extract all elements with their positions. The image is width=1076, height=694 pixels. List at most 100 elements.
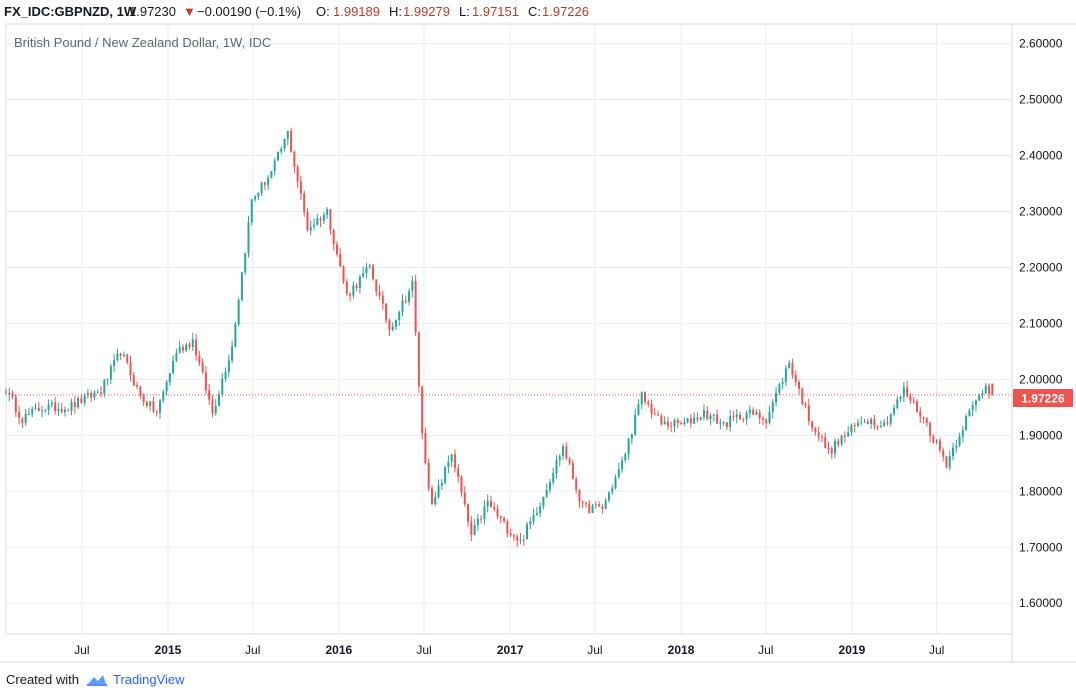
candle-body bbox=[142, 395, 145, 403]
candle-body bbox=[974, 400, 977, 406]
candle-body bbox=[198, 355, 201, 363]
price-tick-label: 1.70000 bbox=[1019, 540, 1063, 554]
candle bbox=[263, 181, 266, 190]
candle-body bbox=[450, 454, 453, 462]
price-tick-label: 2.30000 bbox=[1019, 204, 1063, 218]
candle-body bbox=[93, 392, 96, 398]
candle bbox=[771, 399, 774, 419]
candle-body bbox=[499, 516, 502, 519]
candle-body bbox=[693, 417, 696, 424]
candle-body bbox=[814, 428, 817, 433]
symbol-label: FX_IDC:GBPNZD, 1W bbox=[4, 4, 137, 19]
candle bbox=[70, 398, 73, 416]
candle bbox=[113, 353, 116, 372]
candle-body bbox=[237, 299, 240, 325]
candle-body bbox=[132, 375, 135, 386]
candle bbox=[296, 164, 299, 188]
candle bbox=[142, 393, 145, 406]
candle bbox=[457, 463, 460, 483]
candle bbox=[765, 418, 768, 429]
candle-body bbox=[417, 332, 420, 387]
candle-body bbox=[394, 319, 397, 327]
footer-brand-link[interactable]: TradingView bbox=[113, 672, 185, 687]
candle bbox=[434, 491, 437, 506]
candle bbox=[804, 401, 807, 409]
candle bbox=[879, 420, 882, 428]
candle bbox=[349, 292, 352, 302]
candle bbox=[41, 405, 44, 418]
candle-body bbox=[191, 339, 194, 347]
candle bbox=[565, 442, 568, 460]
candle bbox=[745, 410, 748, 425]
candle-body bbox=[719, 422, 722, 424]
time-axis[interactable]: Jul 2015 Jul 2016 Jul 2017 Jul 2018 Jul 2019 Jul bbox=[74, 643, 944, 657]
candle bbox=[794, 370, 797, 387]
candle bbox=[231, 340, 234, 364]
candle bbox=[535, 506, 538, 517]
candle-body bbox=[562, 446, 565, 457]
candle-body bbox=[195, 339, 198, 356]
candle-body bbox=[240, 272, 243, 300]
candle bbox=[83, 393, 86, 407]
candle bbox=[965, 413, 968, 431]
candle-body bbox=[159, 400, 162, 413]
candle-body bbox=[385, 303, 388, 321]
candle-body bbox=[319, 218, 322, 221]
candle bbox=[761, 415, 764, 426]
candle-body bbox=[847, 432, 850, 437]
candle-body bbox=[699, 417, 702, 420]
candle bbox=[162, 389, 165, 404]
candle-body bbox=[355, 285, 358, 288]
candle bbox=[607, 491, 610, 503]
candle-body bbox=[260, 182, 263, 194]
candle-body bbox=[172, 360, 175, 374]
candle bbox=[899, 395, 902, 402]
candle-body bbox=[565, 446, 568, 459]
candle bbox=[696, 412, 699, 423]
candle-body bbox=[204, 372, 207, 391]
footer: Created with TradingView bbox=[6, 672, 185, 692]
price-tick-label: 2.60000 bbox=[1019, 37, 1063, 51]
candle-body bbox=[804, 403, 807, 406]
candle-body bbox=[585, 503, 588, 505]
candle bbox=[414, 274, 417, 337]
candle bbox=[372, 263, 375, 281]
candle bbox=[539, 502, 542, 518]
candle-body bbox=[470, 521, 473, 535]
candle-body bbox=[322, 214, 325, 221]
candle bbox=[647, 399, 650, 408]
candle bbox=[378, 285, 381, 301]
candle-body bbox=[670, 426, 673, 428]
price-tick-label: 1.90000 bbox=[1019, 428, 1063, 442]
candle bbox=[283, 138, 286, 152]
candle bbox=[519, 532, 522, 545]
time-tick-label: 2019 bbox=[839, 643, 866, 657]
candle-body bbox=[185, 344, 188, 351]
last-price-badge: 1.97226 bbox=[1013, 389, 1073, 407]
candle-body bbox=[657, 414, 660, 416]
candle-body bbox=[535, 513, 538, 516]
candle bbox=[178, 340, 181, 354]
candle-body bbox=[254, 196, 257, 200]
candle bbox=[670, 421, 673, 433]
candle-body bbox=[548, 482, 551, 490]
candle-body bbox=[876, 425, 879, 428]
candle bbox=[460, 475, 463, 497]
tradingview-cloud-icon bbox=[86, 672, 108, 689]
price-axis[interactable]: 2.60000 2.50000 2.40000 2.30000 2.20000 2.100… bbox=[1019, 37, 1063, 611]
candle bbox=[93, 390, 96, 401]
candle bbox=[260, 181, 263, 196]
candle bbox=[270, 170, 273, 179]
candle-body bbox=[119, 353, 122, 356]
candle bbox=[342, 265, 345, 284]
change-arrow-icon: ▼ bbox=[183, 4, 196, 19]
candle bbox=[824, 432, 827, 449]
candle-body bbox=[329, 209, 332, 231]
candle-body bbox=[801, 388, 804, 404]
candle-body bbox=[47, 404, 50, 410]
candle-body bbox=[883, 422, 886, 426]
candle bbox=[650, 399, 653, 419]
candle bbox=[450, 454, 453, 467]
candle-body bbox=[483, 506, 486, 519]
